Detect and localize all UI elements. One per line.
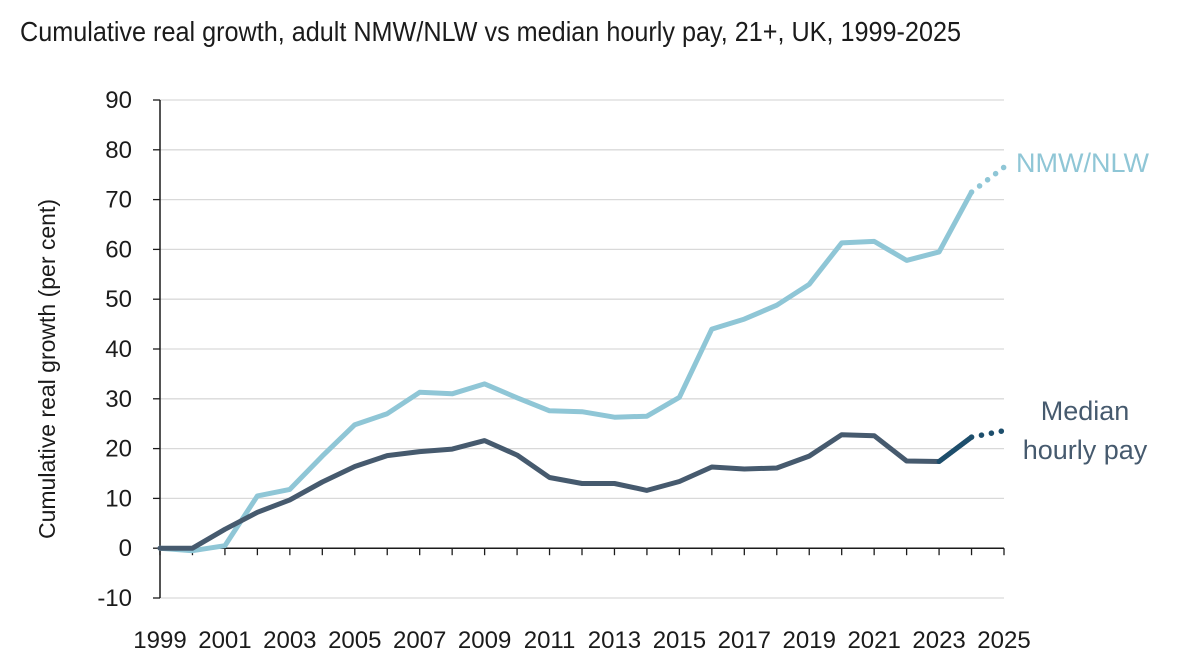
series-label-median-line1: Median: [1041, 396, 1130, 426]
x-tick-label: 2011: [524, 627, 576, 654]
series-label-nmw-nlw: NMW/NLW: [1016, 148, 1149, 178]
x-tick-label: 2015: [653, 627, 706, 654]
series-line-nmw-nlw-projection: [968, 164, 1007, 195]
y-axis-title: Cumulative real growth (per cent): [34, 199, 60, 539]
x-tick-label: 2009: [458, 627, 511, 654]
x-tick-label: 2001: [198, 627, 251, 654]
x-tick-label: 2003: [263, 627, 316, 654]
series-line-median-hourly-pay-latest-segment: [936, 434, 975, 465]
series-line-median-hourly-pay-projection: [968, 427, 1007, 440]
chart-title: Cumulative real growth, adult NMW/NLW vs…: [20, 16, 961, 47]
series-lines: [157, 164, 1007, 554]
x-tick-label: 2005: [328, 627, 381, 654]
x-tick-label: 2013: [588, 627, 641, 654]
y-tick-label: 50: [105, 286, 132, 313]
gridlines: [160, 99, 1004, 599]
series-line-median-hourly-pay: [157, 432, 974, 551]
x-tick-label: 1999: [133, 627, 186, 654]
y-tick-label: 40: [105, 336, 132, 363]
y-tick-label: 20: [105, 436, 132, 463]
y-tick-label: 10: [105, 485, 132, 512]
x-tick-label: 2021: [847, 627, 900, 654]
series-line-nmw-nlw: [157, 189, 974, 554]
x-tick-label: 2025: [977, 627, 1030, 654]
series-label-median-line2: hourly pay: [1023, 435, 1148, 465]
axes: -10 0 10 20 30 40 50 60 70 80 90 1999 2001 2003 2005 20…: [97, 87, 1030, 654]
x-tick-label: 2007: [393, 627, 446, 654]
y-tick-label: 0: [119, 535, 132, 562]
y-tick-label: 90: [105, 87, 132, 114]
y-tick-label: 30: [105, 386, 132, 413]
x-tick-label: 2023: [912, 627, 965, 654]
y-tick-label: 70: [105, 187, 132, 214]
x-tick-label: 2019: [783, 627, 836, 654]
y-tick-label: 80: [105, 137, 132, 164]
y-tick-label: -10: [97, 585, 132, 612]
x-tick-label: 2017: [718, 627, 771, 654]
y-tick-label: 60: [105, 236, 132, 263]
